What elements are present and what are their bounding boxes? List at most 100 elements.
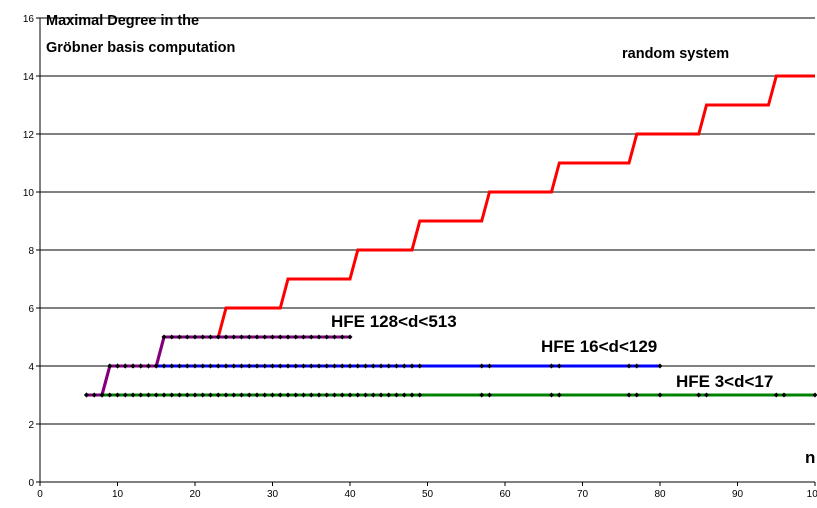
data-point <box>138 392 144 398</box>
data-point <box>301 334 306 340</box>
data-point <box>301 363 306 369</box>
annotation-hfe-3-17: HFE 3<d<17 <box>676 372 773 391</box>
data-point <box>177 334 182 340</box>
y-tick-label: 14 <box>23 72 35 83</box>
data-point <box>293 363 299 369</box>
data-point <box>246 363 252 369</box>
data-point <box>208 363 213 369</box>
data-point <box>200 392 206 398</box>
data-point <box>177 363 182 369</box>
data-point <box>355 392 361 398</box>
x-tick-labels: 0 10 20 30 40 50 60 70 80 90 100 <box>37 489 817 500</box>
data-point <box>146 392 151 398</box>
data-point <box>122 363 128 369</box>
data-point <box>107 363 113 369</box>
data-point <box>324 392 330 398</box>
data-point <box>270 392 275 398</box>
x-tick-label: 90 <box>732 489 744 500</box>
x-tick-label: 30 <box>267 489 279 500</box>
data-point <box>332 334 337 340</box>
data-point <box>409 392 415 398</box>
series-line-0 <box>86 74 815 397</box>
x-tick-label: 20 <box>189 489 201 500</box>
data-point <box>556 363 562 369</box>
data-point <box>363 363 368 369</box>
data-point <box>169 363 175 369</box>
data-point <box>479 363 485 369</box>
data-point <box>401 363 407 369</box>
y-tick-label: 4 <box>28 362 34 373</box>
data-point <box>378 363 384 369</box>
data-point <box>262 334 268 340</box>
data-point <box>812 392 817 398</box>
data-point <box>161 334 167 340</box>
data-point <box>339 392 345 398</box>
data-point <box>239 363 244 369</box>
data-point <box>339 363 345 369</box>
data-point <box>316 392 322 398</box>
data-point <box>200 334 206 340</box>
data-point <box>169 334 175 340</box>
data-point <box>386 392 392 398</box>
data-point <box>239 392 244 398</box>
data-point <box>549 363 554 369</box>
data-point <box>270 334 275 340</box>
data-point <box>130 392 136 398</box>
data-point <box>215 363 221 369</box>
data-point <box>223 363 229 369</box>
data-point <box>223 392 229 398</box>
data-point <box>192 363 198 369</box>
data-point <box>347 392 353 398</box>
x-tick-label: 0 <box>37 489 43 500</box>
data-point <box>277 392 283 398</box>
data-point <box>208 392 213 398</box>
data-point <box>262 363 268 369</box>
chart-title-line-2: Gröbner basis computation <box>46 40 235 56</box>
data-point <box>215 334 221 340</box>
data-point <box>301 392 306 398</box>
series-group <box>84 74 817 398</box>
data-point <box>246 392 252 398</box>
data-point <box>184 392 190 398</box>
data-point <box>208 334 213 340</box>
data-point <box>91 392 97 398</box>
data-point <box>347 363 353 369</box>
data-point <box>704 392 709 398</box>
plot-frame <box>36 17 816 486</box>
data-point <box>657 392 663 398</box>
data-point <box>130 363 136 369</box>
data-point <box>626 392 632 398</box>
data-point <box>347 334 353 340</box>
data-point <box>84 392 89 398</box>
data-point <box>479 392 485 398</box>
data-point <box>401 392 407 398</box>
data-point <box>417 363 423 369</box>
data-point <box>115 363 120 369</box>
x-tick-label: 80 <box>654 489 666 500</box>
data-point <box>556 392 562 398</box>
y-tick-label: 10 <box>23 188 35 199</box>
data-point <box>394 363 399 369</box>
data-point <box>487 392 492 398</box>
annotation-hfe-128-513: HFE 128<d<513 <box>331 312 457 331</box>
data-point <box>293 334 299 340</box>
data-point <box>363 392 368 398</box>
x-tick-label: 10 <box>112 489 124 500</box>
data-point <box>370 363 376 369</box>
data-point <box>231 334 237 340</box>
data-point <box>308 392 314 398</box>
data-point <box>308 334 314 340</box>
data-point <box>324 334 330 340</box>
data-point <box>200 363 206 369</box>
x-tick-label: 70 <box>577 489 589 500</box>
x-axis-label: n <box>805 448 815 467</box>
x-tick-label: 40 <box>344 489 356 500</box>
data-point <box>316 363 322 369</box>
annotation-hfe-16-129: HFE 16<d<129 <box>541 337 657 356</box>
data-point <box>409 363 415 369</box>
data-point <box>192 334 198 340</box>
x-tick-label: 50 <box>422 489 434 500</box>
data-point <box>339 334 345 340</box>
annotation-random-system: random system <box>622 46 729 62</box>
